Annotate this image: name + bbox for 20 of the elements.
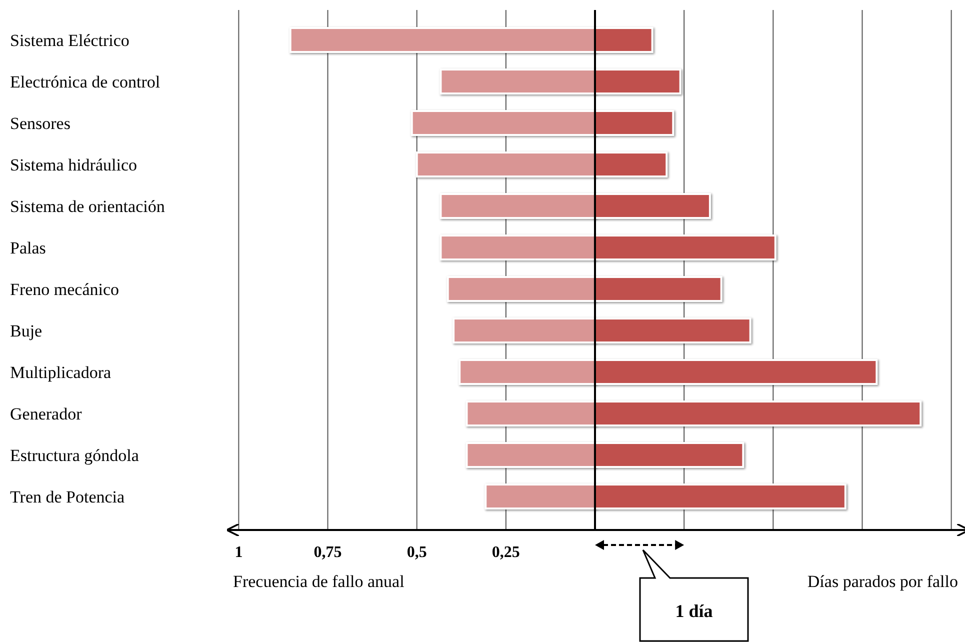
y-tick-label: Multiplicadora: [10, 362, 112, 382]
y-tick-label: Freno mecánico: [10, 280, 120, 299]
y-tick-label: Sistema hidráulico: [10, 155, 138, 174]
y-tick-label: Palas: [10, 238, 46, 258]
bar: [594, 27, 654, 53]
x-tick-label: 0,75: [314, 544, 342, 561]
y-tick-label: Tren de Potencia: [10, 487, 126, 506]
x-axis-title: Frecuencia de fallo anual: [233, 572, 405, 591]
y-tick-label: Estructura góndola: [10, 446, 140, 465]
y-tick-label: Generador: [10, 404, 82, 424]
x-tick-label: 0,5: [406, 544, 427, 561]
x-tick-label: 0,25: [492, 544, 520, 561]
text: 1 día: [675, 601, 713, 621]
x-tick-label: 1: [234, 544, 243, 561]
y-tick-label: Sistema de orientación: [10, 196, 166, 216]
y-tick-label: Sistema Eléctrico: [10, 30, 130, 50]
y-tick-label: Sensores: [10, 114, 70, 133]
x-axis-title: Días parados por fallo: [807, 572, 958, 591]
y-tick-label: Electrónica de control: [10, 72, 160, 92]
y-tick-label: Buje: [10, 321, 42, 340]
